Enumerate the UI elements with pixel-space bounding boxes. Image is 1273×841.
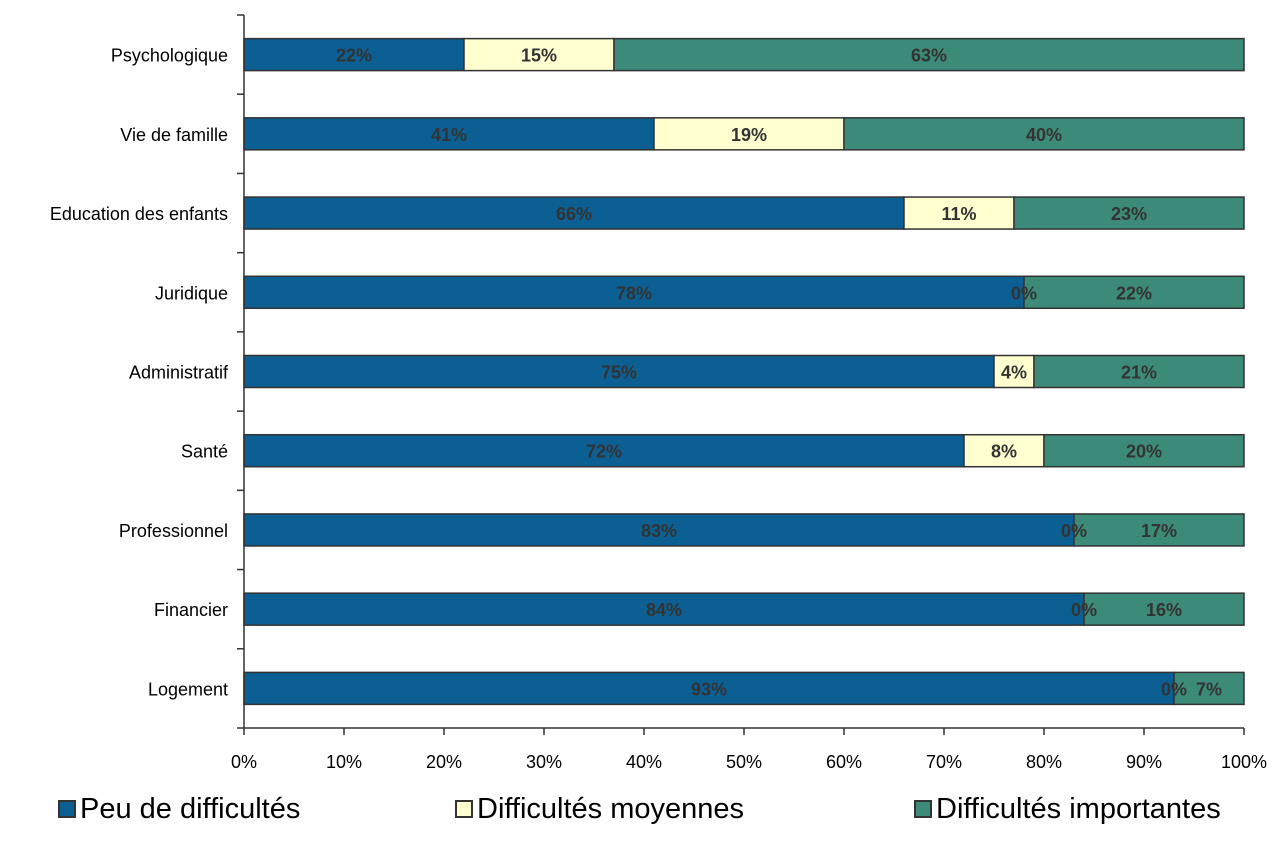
legend-swatch-moyennes xyxy=(455,800,473,818)
data-label-psychologique-difficultes-moyennes: 15% xyxy=(521,46,557,66)
bar-segment-psychologique-difficultes-moyennes xyxy=(463,37,615,72)
x-tick-label: 80% xyxy=(1026,752,1062,772)
category-label-juridique: Juridique xyxy=(155,283,228,303)
bar-segment-vie-de-famille-difficultes-importantes xyxy=(843,117,1245,151)
legend-item-moyennes: Difficultés moyennes xyxy=(455,780,744,838)
category-label-vie-de-famille: Vie de famille xyxy=(120,125,228,145)
x-tick-label: 70% xyxy=(926,752,962,772)
bar-segment-financier-difficultes-importantes xyxy=(1083,592,1245,626)
data-label-logement-peu-de-difficultes: 93% xyxy=(691,679,727,699)
data-labels-layer: 22% 15% 63% 41% 19% 40% 66% 11% 23% 78% 0% 22% 75% 4%… xyxy=(336,46,1222,700)
data-label-juridique-peu-de-difficultes: 78% xyxy=(616,283,652,303)
x-tick-label: 0% xyxy=(231,752,257,772)
bar-segment-sante-difficultes-moyennes xyxy=(963,433,1045,468)
data-label-financier-difficultes-importantes: 16% xyxy=(1146,600,1182,620)
x-tick-label: 50% xyxy=(726,752,762,772)
category-label-psychologique: Psychologique xyxy=(111,46,228,66)
data-label-logement-difficultes-moyennes: 0% xyxy=(1161,679,1187,699)
data-label-financier-peu-de-difficultes: 84% xyxy=(646,600,682,620)
category-label-administratif: Administratif xyxy=(129,363,229,383)
bar-segment-education-des-enfants-peu-de-difficultes xyxy=(243,196,905,230)
category-label-professionnel: Professionnel xyxy=(119,521,228,541)
data-label-professionnel-difficultes-moyennes: 0% xyxy=(1061,521,1087,541)
category-label-financier: Financier xyxy=(154,600,228,620)
category-label-logement: Logement xyxy=(148,679,228,699)
bar-segment-juridique-difficultes-importantes xyxy=(1023,275,1245,310)
data-label-vie-de-famille-difficultes-moyennes: 19% xyxy=(731,125,767,145)
bar-segment-vie-de-famille-difficultes-moyennes xyxy=(653,117,845,151)
data-label-administratif-peu-de-difficultes: 75% xyxy=(601,363,637,383)
data-label-education-des-enfants-peu-de-difficultes: 66% xyxy=(556,204,592,224)
category-label-sante: Santé xyxy=(181,442,228,462)
data-label-vie-de-famille-peu-de-difficultes: 41% xyxy=(431,125,467,145)
bar-segment-sante-difficultes-importantes xyxy=(1043,433,1245,468)
x-tick-label: 30% xyxy=(526,752,562,772)
data-label-juridique-difficultes-importantes: 22% xyxy=(1116,283,1152,303)
bar-segment-administratif-peu-de-difficultes xyxy=(243,354,995,389)
data-label-vie-de-famille-difficultes-importantes: 40% xyxy=(1026,125,1062,145)
legend-label-importantes: Difficultés importantes xyxy=(936,792,1221,825)
data-label-financier-difficultes-moyennes: 0% xyxy=(1071,600,1097,620)
x-tick-label: 20% xyxy=(426,752,462,772)
bar-segment-financier-peu-de-difficultes xyxy=(243,592,1085,626)
data-label-education-des-enfants-difficultes-importantes: 23% xyxy=(1111,204,1147,224)
bar-segment-administratif-difficultes-moyennes xyxy=(993,354,1035,389)
data-label-sante-peu-de-difficultes: 72% xyxy=(586,442,622,462)
data-label-sante-difficultes-moyennes: 8% xyxy=(991,442,1017,462)
bar-segment-professionnel-difficultes-importantes xyxy=(1073,513,1245,547)
legend-label-peu: Peu de difficultés xyxy=(80,792,301,825)
x-tick-label: 10% xyxy=(326,752,362,772)
data-label-logement-difficultes-importantes: 7% xyxy=(1196,679,1222,699)
bar-segment-juridique-peu-de-difficultes xyxy=(243,275,1025,310)
data-label-juridique-difficultes-moyennes: 0% xyxy=(1011,283,1037,303)
legend-label-moyennes: Difficultés moyennes xyxy=(477,792,745,825)
chart-legend: Peu de difficultés Difficultés moyennes … xyxy=(0,780,1273,838)
data-label-administratif-difficultes-moyennes: 4% xyxy=(1001,363,1027,383)
legend-item-importantes: Difficultés importantes xyxy=(914,780,1221,838)
data-label-administratif-difficultes-importantes: 21% xyxy=(1121,363,1157,383)
bar-segment-logement-difficultes-importantes xyxy=(1173,671,1245,706)
legend-swatch-peu xyxy=(58,800,76,818)
bars-layer xyxy=(243,37,1245,706)
bar-segment-education-des-enfants-difficultes-importantes xyxy=(1013,196,1245,230)
data-label-sante-difficultes-importantes: 20% xyxy=(1126,442,1162,462)
axes-layer: Psychologique Vie de famille Education des… xyxy=(50,14,1267,772)
bar-segment-education-des-enfants-difficultes-moyennes xyxy=(903,196,1015,230)
x-tick-label: 100% xyxy=(1221,752,1267,772)
bar-segment-logement-peu-de-difficultes xyxy=(243,671,1175,706)
x-tick-label: 90% xyxy=(1126,752,1162,772)
data-label-professionnel-peu-de-difficultes: 83% xyxy=(641,521,677,541)
data-label-professionnel-difficultes-importantes: 17% xyxy=(1141,521,1177,541)
bar-segment-psychologique-difficultes-importantes xyxy=(613,37,1245,72)
x-tick-label: 40% xyxy=(626,752,662,772)
stacked-bar-chart: 22% 15% 63% 41% 19% 40% 66% 11% 23% 78% 0% 22% 75% 4%… xyxy=(50,14,1267,772)
legend-swatch-importantes xyxy=(914,800,932,818)
category-label-education-des-enfants: Education des enfants xyxy=(50,204,228,224)
data-label-psychologique-peu-de-difficultes: 22% xyxy=(336,46,372,66)
bar-segment-administratif-difficultes-importantes xyxy=(1033,354,1245,389)
x-tick-label: 60% xyxy=(826,752,862,772)
data-label-education-des-enfants-difficultes-moyennes: 11% xyxy=(941,204,976,224)
legend-item-peu: Peu de difficultés xyxy=(58,780,300,838)
data-label-psychologique-difficultes-importantes: 63% xyxy=(911,46,947,66)
